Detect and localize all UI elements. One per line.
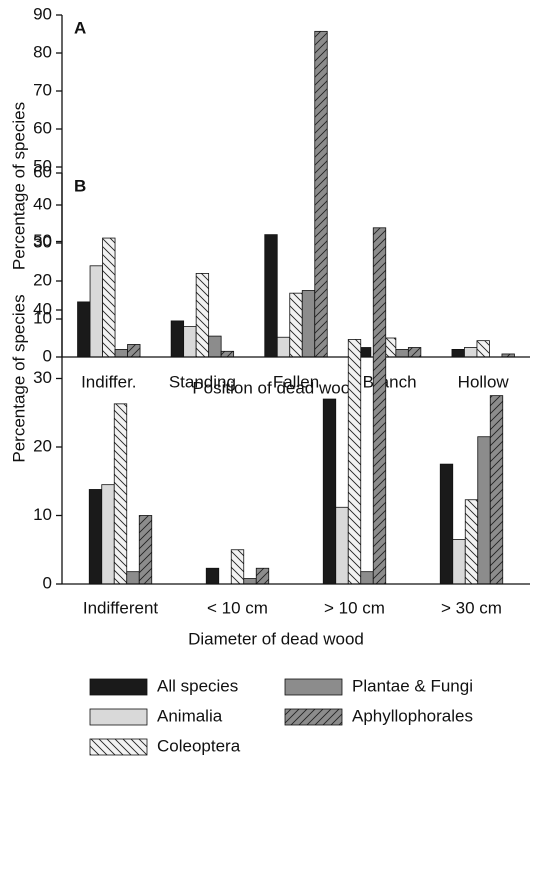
bar	[89, 265, 103, 358]
legend-label: Aphyllophorales	[352, 706, 473, 725]
y-tick-label: 70	[33, 80, 52, 99]
y-axis-title: Percentage of species	[9, 294, 28, 462]
x-tick-label: < 10 cm	[207, 598, 268, 617]
bar	[113, 403, 128, 585]
y-tick-label: 0	[43, 346, 52, 365]
x-axis-title: Diameter of dead wood	[188, 629, 364, 648]
x-tick-label: Hollow	[458, 372, 510, 391]
bar	[314, 30, 328, 358]
legend-swatch	[89, 738, 148, 756]
bar	[301, 290, 316, 358]
bar	[114, 348, 128, 358]
bar	[489, 395, 504, 585]
x-tick-label: Indifferent	[83, 598, 159, 617]
bar	[77, 301, 91, 358]
x-tick-label: Branch	[363, 372, 417, 391]
bar	[407, 347, 422, 358]
y-tick-label: 50	[33, 231, 52, 250]
bar	[322, 398, 337, 585]
y-tick-label: 80	[33, 42, 52, 61]
y-tick-label: 60	[33, 162, 52, 181]
bar	[360, 571, 374, 585]
bar	[243, 578, 257, 585]
bar	[126, 571, 140, 585]
bar	[138, 515, 153, 585]
bar	[220, 350, 235, 358]
bar	[289, 292, 303, 358]
y-tick-label: 40	[33, 194, 52, 213]
y-tick-label: 40	[33, 299, 52, 318]
x-tick-label: Standing	[169, 372, 236, 391]
legend-label: All species	[157, 676, 238, 695]
legend-label: Animalia	[157, 706, 223, 725]
x-tick-label: Fallen	[273, 372, 319, 391]
y-tick-label: 0	[43, 573, 52, 592]
bar	[230, 549, 245, 585]
bar	[101, 484, 115, 585]
bar	[205, 567, 220, 585]
legend-swatch	[89, 708, 148, 726]
panel-label: A	[74, 18, 86, 37]
bar	[195, 272, 210, 358]
y-tick-label: 10	[33, 308, 52, 327]
bar	[464, 347, 478, 358]
bar	[208, 335, 222, 358]
legend-swatch	[284, 708, 343, 726]
bar	[395, 348, 409, 358]
panel-label: B	[74, 176, 86, 195]
x-axis-title: Position of dead wood	[192, 378, 359, 397]
legend-label: Coleoptera	[157, 736, 241, 755]
y-tick-label: 60	[33, 118, 52, 137]
bar	[451, 348, 465, 358]
bar	[335, 506, 349, 585]
legend-swatch	[284, 678, 343, 696]
bar	[476, 340, 490, 358]
bar	[464, 499, 479, 585]
x-tick-label: > 10 cm	[324, 598, 385, 617]
y-tick-label: 20	[33, 436, 52, 455]
bar	[439, 463, 454, 585]
legend-label: Plantae & Fungi	[352, 676, 473, 695]
bar	[127, 344, 141, 358]
x-tick-label: Indiffer.	[81, 372, 136, 391]
legend-swatch	[89, 678, 148, 696]
y-tick-label: 90	[33, 4, 52, 23]
bar	[276, 336, 291, 358]
bar	[102, 237, 116, 358]
y-axis-title: Percentage of species	[9, 102, 28, 270]
y-tick-label: 30	[33, 232, 52, 251]
bar	[347, 339, 362, 585]
bar	[264, 234, 278, 358]
bar	[452, 539, 466, 585]
bar	[170, 320, 185, 358]
y-tick-label: 50	[33, 156, 52, 175]
x-tick-label: > 30 cm	[441, 598, 502, 617]
bar	[183, 326, 197, 358]
y-tick-label: 30	[33, 368, 52, 387]
bar	[88, 489, 103, 585]
y-tick-label: 10	[33, 505, 52, 524]
bar	[372, 227, 387, 585]
bar	[255, 567, 270, 585]
y-tick-label: 20	[33, 270, 52, 289]
bar	[477, 436, 491, 585]
